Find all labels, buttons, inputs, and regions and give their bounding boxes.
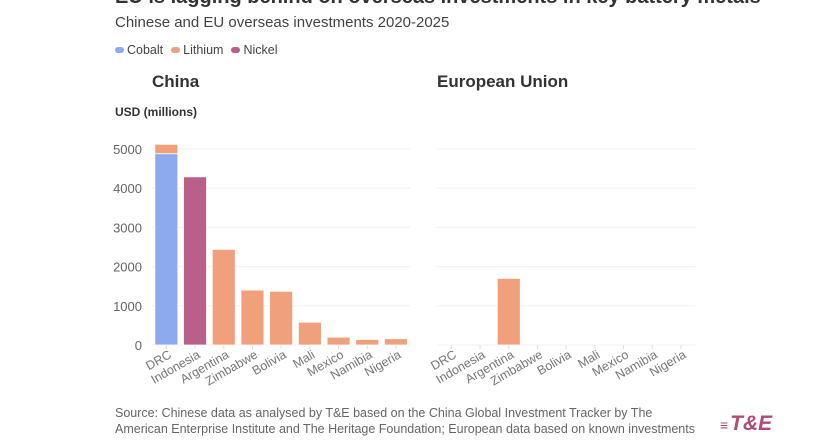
bar-lithium-mexico <box>326 336 351 346</box>
bar-lithium-namibia <box>355 339 380 346</box>
legend-swatch <box>171 47 181 53</box>
x-tick-label: Bolivia <box>535 347 574 378</box>
legend-item-nickel: Nickel <box>231 43 277 57</box>
y-tick-label: 2000 <box>113 260 142 275</box>
source-note: Source: Chinese data as analysed by T&E … <box>115 406 695 436</box>
legend-label: Lithium <box>183 43 224 57</box>
y-tick-label: 0 <box>135 338 142 353</box>
bar-cobalt-drc <box>154 153 179 346</box>
y-tick-label: 3000 <box>113 220 142 235</box>
y-axis-label: USD (millions) <box>115 105 198 119</box>
bar-lithium-zimbabwe <box>240 289 265 346</box>
y-tick-label: 1000 <box>113 299 142 314</box>
chart-title: EU is lagging behind on overseas investm… <box>115 0 761 9</box>
legend-swatch <box>115 47 124 53</box>
bar-lithium-argentina <box>496 277 521 346</box>
chart-subtitle: Chinese and EU overseas investments 2020… <box>115 14 450 31</box>
bar-lithium-bolivia <box>269 290 294 346</box>
bar-lithium-drc <box>154 143 179 155</box>
legend-item-cobalt: Cobalt <box>115 43 163 57</box>
legend-swatch <box>231 47 241 53</box>
legend-label: Cobalt <box>127 43 164 57</box>
bar-lithium-nigeria <box>384 338 408 346</box>
y-tick-label: 5000 <box>113 142 142 157</box>
bar-nickel-indonesia <box>183 176 207 346</box>
y-tick-label: 4000 <box>113 181 142 196</box>
bar-lithium-argentina <box>211 248 236 346</box>
legend: Cobalt Lithium Nickel <box>115 43 277 57</box>
x-tick-label: Bolivia <box>250 347 289 378</box>
legend-label: Nickel <box>243 43 278 57</box>
legend-item-lithium: Lithium <box>171 43 223 57</box>
panel-title-eu: European Union <box>437 72 569 91</box>
bar-lithium-mali <box>297 321 322 346</box>
panel-title-china: China <box>152 72 200 91</box>
te-logo: ≡ T&E <box>720 412 773 435</box>
